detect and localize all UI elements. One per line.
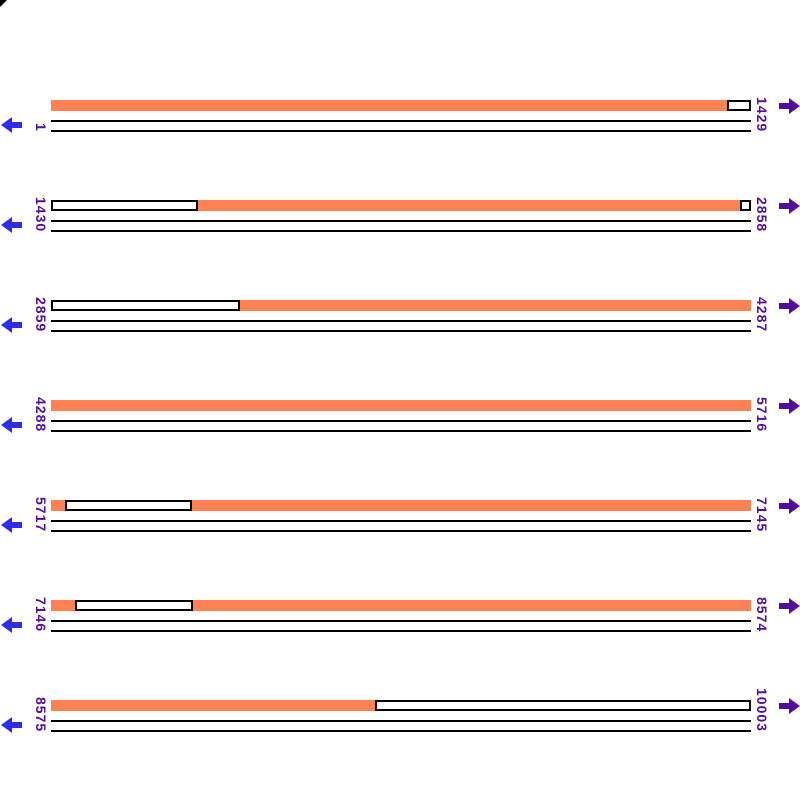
row-end-position: 7145 <box>754 496 770 532</box>
coverage-bar-segment <box>51 500 65 511</box>
track-line <box>51 130 751 132</box>
track-line <box>51 530 751 532</box>
track-line <box>51 620 751 622</box>
uncovered-track-segment <box>727 100 751 111</box>
uncovered-track-segment <box>740 200 751 211</box>
row-end-position: 5716 <box>754 396 770 432</box>
corner-artifact <box>0 0 7 7</box>
track-line <box>51 230 751 232</box>
coverage-bar-segment <box>51 100 727 111</box>
right-arrow-icon[interactable] <box>779 398 800 414</box>
right-arrow-icon[interactable] <box>779 298 800 314</box>
sequence-row: 2859 4287 <box>0 280 800 336</box>
coverage-bar-segment <box>51 400 751 411</box>
row-end-position: 2858 <box>754 196 770 232</box>
track-line <box>51 120 751 122</box>
row-start-position: 4288 <box>33 396 49 432</box>
row-end-position: 8574 <box>754 596 770 632</box>
coverage-bar-segment <box>198 200 740 211</box>
track-line <box>51 220 751 222</box>
coverage-bar-segment <box>192 500 751 511</box>
track-line <box>51 520 751 522</box>
track-line <box>51 330 751 332</box>
sequence-row: 8575 10003 <box>0 680 800 736</box>
row-start-position: 2859 <box>33 296 49 332</box>
left-arrow-icon[interactable] <box>1 217 22 233</box>
left-arrow-icon[interactable] <box>1 517 22 533</box>
uncovered-track-segment <box>51 200 198 211</box>
sequence-row: 5717 7145 <box>0 480 800 536</box>
track-line <box>51 630 751 632</box>
uncovered-track-segment <box>375 700 751 711</box>
track-line <box>51 430 751 432</box>
row-end-position: 10003 <box>754 688 770 732</box>
coverage-bar-segment <box>51 700 375 711</box>
uncovered-track-segment <box>65 500 192 511</box>
track-line <box>51 730 751 732</box>
sequence-row: 7146 8574 <box>0 580 800 636</box>
row-start-position: 8575 <box>33 696 49 732</box>
row-end-position: 1429 <box>754 96 770 132</box>
left-arrow-icon[interactable] <box>1 417 22 433</box>
left-arrow-icon[interactable] <box>1 317 22 333</box>
left-arrow-icon[interactable] <box>1 717 22 733</box>
sequence-row: 1430 2858 <box>0 180 800 236</box>
coverage-bar-segment <box>51 600 75 611</box>
sequence-row: 1 1429 <box>0 80 800 136</box>
right-arrow-icon[interactable] <box>779 198 800 214</box>
right-arrow-icon[interactable] <box>779 698 800 714</box>
left-arrow-icon[interactable] <box>1 617 22 633</box>
right-arrow-icon[interactable] <box>779 598 800 614</box>
right-arrow-icon[interactable] <box>779 98 800 114</box>
coverage-bar-segment <box>193 600 751 611</box>
uncovered-track-segment <box>75 600 193 611</box>
track-line <box>51 420 751 422</box>
track-line <box>51 720 751 722</box>
right-arrow-icon[interactable] <box>779 498 800 514</box>
left-arrow-icon[interactable] <box>1 117 22 133</box>
row-start-position: 5717 <box>33 496 49 532</box>
row-start-position: 1430 <box>33 196 49 232</box>
row-start-position: 7146 <box>33 596 49 632</box>
row-end-position: 4287 <box>754 296 770 332</box>
uncovered-track-segment <box>51 300 240 311</box>
sequence-row: 4288 5716 <box>0 380 800 436</box>
coverage-bar-segment <box>240 300 751 311</box>
track-line <box>51 320 751 322</box>
row-start-position: 1 <box>33 123 49 132</box>
